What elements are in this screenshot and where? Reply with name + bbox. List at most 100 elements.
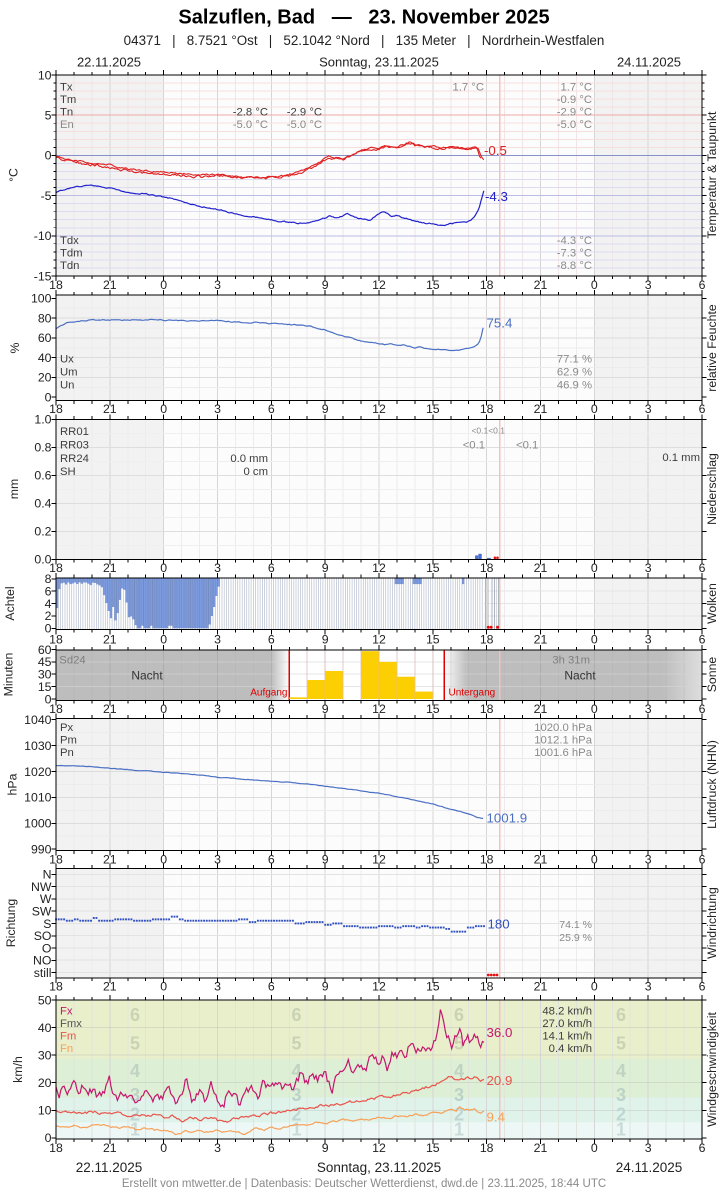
svg-text:18: 18 xyxy=(480,980,494,994)
svg-text:0: 0 xyxy=(591,402,598,416)
svg-text:6: 6 xyxy=(45,585,52,599)
svg-text:0: 0 xyxy=(160,702,167,716)
svg-text:km/h: km/h xyxy=(11,1056,25,1083)
svg-text:0.4 km/h: 0.4 km/h xyxy=(549,1043,592,1055)
svg-text:0: 0 xyxy=(45,149,52,163)
svg-text:Pm: Pm xyxy=(60,735,77,747)
svg-text:30: 30 xyxy=(38,1049,52,1063)
svg-text:21: 21 xyxy=(103,980,117,994)
svg-text:Salzuflen, Bad — 23. Novem: Salzuflen, Bad — 23. November 2025 xyxy=(178,7,549,29)
svg-text:Erstellt von mtwetter.de | Dat: Erstellt von mtwetter.de | Datenbasis: D… xyxy=(122,1178,606,1190)
svg-text:3: 3 xyxy=(645,632,652,646)
svg-text:6: 6 xyxy=(130,1005,140,1025)
svg-text:18: 18 xyxy=(480,632,494,646)
svg-text:18: 18 xyxy=(49,702,63,716)
svg-text:-2.9 °C: -2.9 °C xyxy=(557,107,592,119)
svg-text:3: 3 xyxy=(214,702,221,716)
svg-text:24.11.2025: 24.11.2025 xyxy=(617,55,681,70)
svg-text:Untergang: Untergang xyxy=(449,688,496,699)
svg-text:0: 0 xyxy=(591,561,598,575)
svg-text:-5.0 °C: -5.0 °C xyxy=(287,119,322,131)
svg-text:990: 990 xyxy=(31,843,52,857)
svg-text:21: 21 xyxy=(534,561,548,575)
svg-text:Richtung: Richtung xyxy=(4,899,18,948)
svg-text:Tm: Tm xyxy=(60,94,76,106)
svg-text:-7.3 °C: -7.3 °C xyxy=(557,248,592,260)
svg-text:20: 20 xyxy=(38,1076,52,1090)
svg-text:SO: SO xyxy=(34,929,52,943)
svg-text:<0.1<0.1: <0.1<0.1 xyxy=(471,426,505,436)
svg-text:75.4: 75.4 xyxy=(487,316,513,331)
svg-text:-8.8 °C: -8.8 °C xyxy=(557,260,592,272)
svg-text:0: 0 xyxy=(45,622,52,636)
svg-text:4: 4 xyxy=(454,1061,464,1081)
svg-text:9: 9 xyxy=(322,852,329,866)
svg-text:12: 12 xyxy=(372,561,386,575)
svg-text:Nacht: Nacht xyxy=(131,669,163,683)
svg-text:Temperatur & Taupunkt: Temperatur & Taupunkt xyxy=(705,111,719,238)
svg-text:1040: 1040 xyxy=(24,713,52,727)
svg-text:Pn: Pn xyxy=(60,747,74,759)
svg-text:Tdm: Tdm xyxy=(60,248,83,260)
svg-text:1: 1 xyxy=(616,1120,626,1140)
svg-text:3: 3 xyxy=(214,980,221,994)
svg-text:3: 3 xyxy=(214,852,221,866)
svg-text:6: 6 xyxy=(699,561,706,575)
svg-text:21: 21 xyxy=(103,278,117,292)
svg-text:3: 3 xyxy=(214,561,221,575)
svg-text:18: 18 xyxy=(480,561,494,575)
svg-text:04371 | 8.7521 °Ost |: 04371 | 8.7521 °Ost | 52.1042 °Nord | 13… xyxy=(124,33,605,48)
svg-text:18: 18 xyxy=(480,402,494,416)
svg-text:3: 3 xyxy=(616,1085,626,1105)
svg-text:18: 18 xyxy=(480,702,494,716)
svg-text:18: 18 xyxy=(480,1141,494,1155)
svg-text:1.7 °C: 1.7 °C xyxy=(560,82,592,94)
svg-text:6: 6 xyxy=(454,1005,464,1025)
svg-text:21: 21 xyxy=(534,402,548,416)
svg-text:Sd24: Sd24 xyxy=(59,655,85,667)
svg-text:6: 6 xyxy=(268,1141,275,1155)
svg-text:2: 2 xyxy=(454,1104,464,1124)
svg-text:RR24: RR24 xyxy=(60,453,89,465)
svg-text:4: 4 xyxy=(616,1061,626,1081)
svg-text:22.11.2025: 22.11.2025 xyxy=(76,1160,143,1175)
svg-text:3h 31m: 3h 31m xyxy=(552,655,590,667)
svg-text:0.0: 0.0 xyxy=(34,553,51,567)
svg-text:9: 9 xyxy=(322,632,329,646)
svg-text:Fmx: Fmx xyxy=(60,1018,82,1030)
svg-text:0: 0 xyxy=(591,278,598,292)
svg-text:-5.0 °C: -5.0 °C xyxy=(233,119,268,131)
svg-text:3: 3 xyxy=(291,1085,301,1105)
svg-text:Sonntag, 23.11.2025: Sonntag, 23.11.2025 xyxy=(319,55,439,70)
svg-text:1012.1 hPa: 1012.1 hPa xyxy=(534,735,593,747)
svg-text:Fn: Fn xyxy=(60,1043,73,1055)
svg-text:5: 5 xyxy=(616,1034,626,1054)
svg-text:Achtel: Achtel xyxy=(3,586,17,620)
svg-text:12: 12 xyxy=(372,278,386,292)
svg-text:21: 21 xyxy=(103,1141,117,1155)
svg-text:NO: NO xyxy=(33,954,51,968)
svg-text:3: 3 xyxy=(214,402,221,416)
svg-text:3: 3 xyxy=(645,852,652,866)
svg-text:21: 21 xyxy=(103,561,117,575)
svg-text:Tx: Tx xyxy=(60,82,73,94)
svg-text:°C: °C xyxy=(7,168,21,182)
svg-text:1010: 1010 xyxy=(24,791,52,805)
svg-text:74.1 %: 74.1 % xyxy=(559,919,592,931)
svg-text:20: 20 xyxy=(38,371,52,385)
svg-text:6: 6 xyxy=(268,980,275,994)
svg-text:15: 15 xyxy=(426,1141,440,1155)
svg-text:0: 0 xyxy=(160,632,167,646)
svg-text:mm: mm xyxy=(7,479,21,500)
svg-text:21: 21 xyxy=(534,702,548,716)
svg-text:-15: -15 xyxy=(34,269,52,283)
svg-text:NW: NW xyxy=(31,880,52,894)
svg-text:40: 40 xyxy=(38,351,52,365)
svg-text:Luftdruck (NHN): Luftdruck (NHN) xyxy=(705,740,719,829)
svg-text:3: 3 xyxy=(214,632,221,646)
svg-text:S: S xyxy=(43,917,51,931)
svg-text:Px: Px xyxy=(60,722,74,734)
svg-text:18: 18 xyxy=(49,980,63,994)
svg-text:12: 12 xyxy=(372,852,386,866)
svg-text:6: 6 xyxy=(699,632,706,646)
